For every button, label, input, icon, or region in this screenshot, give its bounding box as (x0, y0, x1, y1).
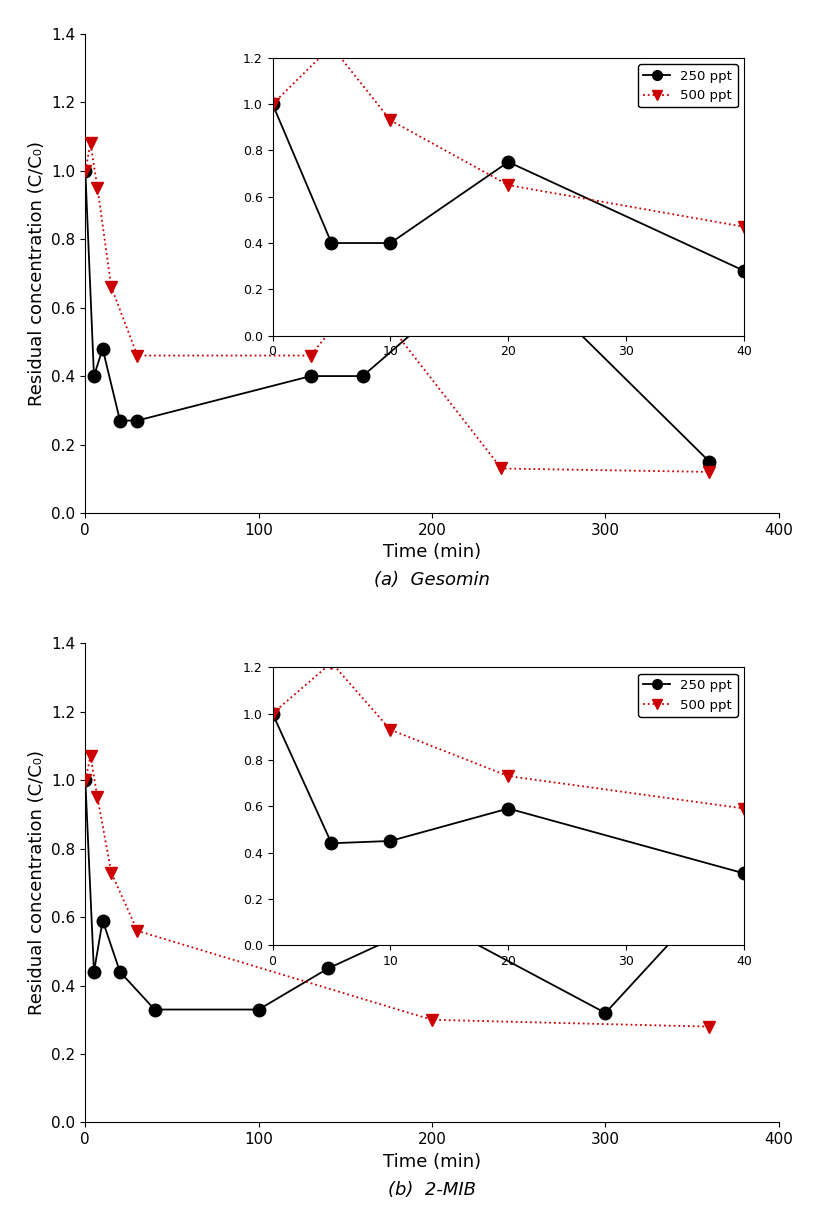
Y-axis label: Residual concentration (C/C₀): Residual concentration (C/C₀) (28, 141, 46, 406)
X-axis label: Time (min): Time (min) (383, 544, 481, 561)
Text: (b)  2-MIB: (b) 2-MIB (388, 1180, 476, 1198)
Text: (a)  Gesomin: (a) Gesomin (374, 570, 490, 589)
Y-axis label: Residual concentration (C/C₀): Residual concentration (C/C₀) (28, 751, 46, 1015)
X-axis label: Time (min): Time (min) (383, 1153, 481, 1170)
